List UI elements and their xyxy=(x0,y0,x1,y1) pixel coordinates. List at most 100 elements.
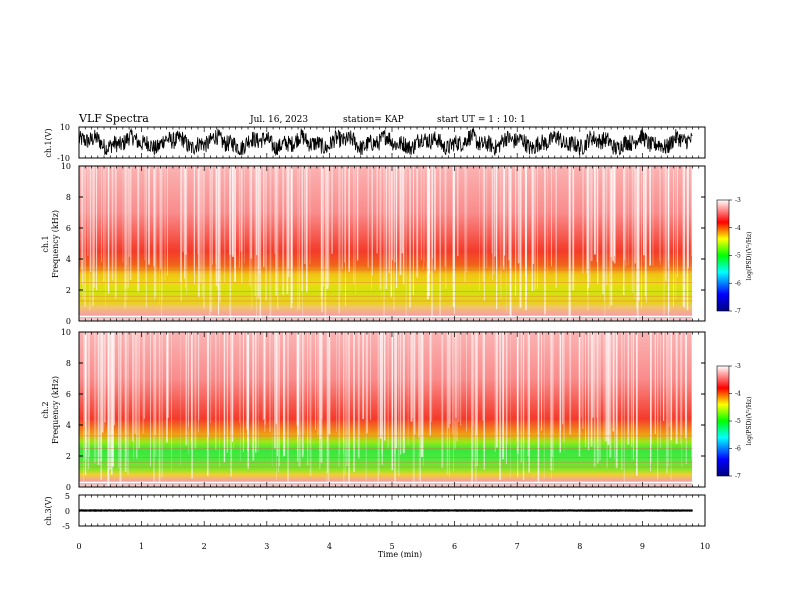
spectrogram-stripe xyxy=(593,332,596,467)
spectrogram-stripe xyxy=(649,166,651,266)
spectrogram-stripe xyxy=(596,332,599,464)
spectrogram-stripe xyxy=(250,166,253,259)
xtick-label: 0 xyxy=(76,542,81,551)
spectrogram-stripe xyxy=(421,332,424,457)
spectrogram-stripe xyxy=(246,332,248,430)
spectrogram-stripe xyxy=(683,166,686,308)
spectrogram-stripe xyxy=(302,332,304,456)
spectrogram-stripe xyxy=(398,332,400,476)
spectrogram-stripe xyxy=(339,332,341,454)
spectrogram-stripe xyxy=(505,166,507,314)
colorbar-tick-label: -5 xyxy=(735,418,741,425)
spectrogram-stripe xyxy=(328,332,330,482)
spectrogram-stripe xyxy=(464,166,466,282)
spectrogram-stripe xyxy=(627,166,629,265)
spectrogram-stripe xyxy=(505,332,507,465)
spectrogram-stripe xyxy=(483,166,486,302)
xtick-label: 9 xyxy=(640,542,645,551)
xtick-label: 1 xyxy=(139,542,144,551)
spectrogram-stripe xyxy=(215,166,218,286)
spectrogram-stripe xyxy=(301,332,304,458)
spectrogram-stripe xyxy=(677,166,678,278)
start-ut-label: start UT = 1 : 10: 1 xyxy=(437,115,526,125)
spectrogram-stripe xyxy=(691,166,693,256)
spectrogram-stripe xyxy=(652,166,654,266)
colorbar-tick-label: -7 xyxy=(735,473,741,480)
spectrogram-stripe xyxy=(458,332,460,422)
spectrogram-stripe xyxy=(303,166,306,265)
spectrogram-stripe xyxy=(604,332,606,443)
spectrogram-stripe xyxy=(217,166,219,290)
spectrogram-stripe xyxy=(475,332,478,436)
spectrogram-stripe xyxy=(624,166,627,267)
spectrogram-stripe xyxy=(371,166,372,290)
spectrogram-stripe xyxy=(483,332,485,452)
spectrogram-stripe xyxy=(80,166,83,270)
spectrogram-stripe xyxy=(394,332,397,483)
spectrogram-stripe xyxy=(493,166,495,275)
spectrogram-stripe xyxy=(186,166,188,295)
ch3-waveform-panel: 5 0 -5 ch.3(V) xyxy=(44,492,706,531)
spectrogram-stripe xyxy=(326,332,328,485)
spectrogram-stripe xyxy=(659,166,661,265)
spectrogram-stripe xyxy=(319,332,321,469)
spectrogram-stripe xyxy=(520,332,522,463)
spectrogram-stripe xyxy=(682,166,684,307)
spectrogram-stripe xyxy=(399,166,402,275)
spectrogram-stripe xyxy=(238,166,240,268)
spectrogram-stripe xyxy=(320,166,323,298)
spectrogram-stripe xyxy=(247,332,249,469)
spectrogram-stripe xyxy=(631,332,633,447)
spectrogram-stripe xyxy=(110,332,113,475)
spectrogram-stripe xyxy=(681,332,683,467)
spectrogram-stripe xyxy=(590,332,593,447)
xtick-label: 6 xyxy=(452,542,457,551)
spectrogram-stripe xyxy=(239,332,241,462)
spectrogram-stripe xyxy=(122,166,124,263)
spectrogram-stripe xyxy=(644,166,647,297)
spectrogram-stripe xyxy=(482,332,484,421)
spectrogram-stripe xyxy=(637,166,640,302)
spectrogram-stripe xyxy=(278,332,280,467)
spectrogram-stripe xyxy=(390,166,393,298)
spectrogram-stripe xyxy=(325,166,327,292)
spectrogram-stripe xyxy=(100,332,102,481)
spectrogram-stripe xyxy=(420,166,423,260)
xtick-label: 4 xyxy=(327,542,332,551)
spectrogram-stripe xyxy=(223,166,226,283)
spectrogram-stripe xyxy=(494,166,496,257)
spectrogram-stripe xyxy=(206,332,209,476)
ytick-label: 4 xyxy=(66,255,71,264)
spectrogram-stripe xyxy=(264,332,266,425)
spectrogram-stripe xyxy=(614,332,615,460)
spectrogram-stripe xyxy=(597,166,599,284)
spectrogram-stripe xyxy=(153,166,155,301)
ytick-label: 6 xyxy=(66,390,71,399)
spectrogram-stripe xyxy=(223,332,226,463)
spectrogram-stripe xyxy=(182,166,184,252)
colorbar-tick-label: -6 xyxy=(735,280,741,287)
spectrogram-stripe xyxy=(342,166,343,270)
ch1-ytick-top: 10 xyxy=(60,123,70,132)
spectrogram-stripe xyxy=(578,332,581,438)
spectrogram-stripe xyxy=(663,166,665,316)
spectrogram-stripe xyxy=(126,166,128,265)
ytick-label: 0 xyxy=(66,483,71,492)
spectrogram-stripe xyxy=(215,166,218,264)
spectrogram-stripe xyxy=(383,166,385,320)
spectrogram-stripe xyxy=(153,332,155,482)
spectrogram-stripe xyxy=(633,332,634,460)
spectrogram-stripe xyxy=(161,166,163,303)
spectrogram-stripe xyxy=(419,332,421,483)
spectrogram-stripe xyxy=(95,166,98,291)
spectrogram-stripe xyxy=(679,332,682,444)
ch2-spectrogram-yticks: 0 2 4 6 8 10 xyxy=(61,328,705,492)
spectrogram-stripe xyxy=(444,166,447,267)
xtick-label: 7 xyxy=(515,542,520,551)
spectrogram-stripe xyxy=(298,332,300,467)
spectrogram-stripe xyxy=(248,332,250,421)
colorbar-tick-label: -4 xyxy=(735,391,741,398)
spectrogram-stripe xyxy=(641,166,642,308)
spectrogram-stripe xyxy=(111,166,114,281)
spectrogram-stripe xyxy=(582,166,584,274)
